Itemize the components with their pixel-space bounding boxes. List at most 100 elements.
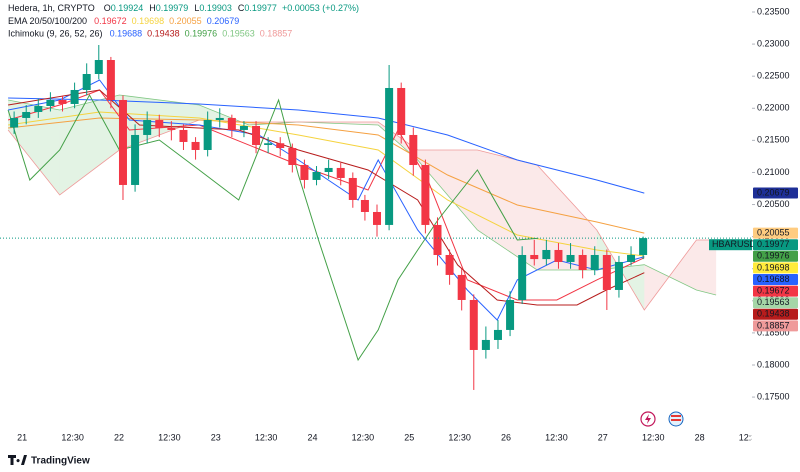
- x-tick-label: 23: [211, 432, 221, 442]
- candle-body: [252, 125, 261, 145]
- indicator-line: [8, 89, 645, 306]
- candle-body: [312, 172, 321, 180]
- candle-body: [10, 117, 19, 128]
- legend-symbol-line: Hedera, 1h, CRYPTO O0.19924 H0.19979 L0.199…: [8, 3, 359, 13]
- indicator-line: [8, 97, 645, 194]
- candle-body: [276, 143, 285, 148]
- candle-body: [118, 99, 127, 185]
- candle-body: [360, 199, 369, 212]
- candle-body: [82, 73, 91, 90]
- price-badge: [753, 285, 798, 297]
- x-tick-label: 12:30: [255, 432, 278, 442]
- price-badge-label: 0.19977: [757, 239, 790, 249]
- candle-body: [94, 60, 103, 74]
- candle-body: [421, 165, 430, 225]
- flag-stripe: [671, 415, 681, 417]
- candle-body: [493, 329, 502, 340]
- price-badge: [753, 273, 798, 285]
- cloud-span-a: [8, 94, 717, 296]
- x-tick-label: 26: [501, 432, 511, 442]
- candle-body: [590, 254, 599, 271]
- candle-body: [542, 249, 551, 260]
- cloud-fill: [696, 239, 717, 295]
- indicator-name: Ichimoku (9, 26, 52, 26): [8, 29, 103, 39]
- plot-area: 21 12:30 22 12:30 23 12:30 24 12:30 25 12:30 26 12:…: [0, 44, 762, 442]
- candle-body: [469, 299, 478, 350]
- candle-body: [179, 129, 188, 142]
- candle-body: [530, 254, 539, 260]
- x-tick-label: 12:30: [352, 432, 375, 442]
- candle-body: [566, 254, 575, 262]
- price-badge-label: 0.18857: [757, 320, 790, 330]
- x-tick-label: 24: [307, 432, 317, 442]
- x-tick-label: 12:30: [739, 432, 762, 442]
- brand-logo: [8, 455, 27, 465]
- price-badge: [753, 250, 798, 262]
- x-tick-label: 22: [114, 432, 124, 442]
- ohlc-key: O: [104, 3, 111, 13]
- candle-body: [167, 127, 176, 130]
- x-tick-label: 12:30: [642, 432, 665, 442]
- indicator-value: 0.18857: [260, 29, 293, 39]
- price-badge-label: 0.19563: [757, 297, 790, 307]
- cloud-fill: [537, 165, 597, 271]
- candle-body: [227, 117, 236, 130]
- candle-body: [385, 87, 394, 225]
- candle-body: [397, 87, 406, 135]
- price-badge-label: 0.19688: [757, 274, 790, 284]
- candle-body: [106, 60, 115, 100]
- candle-body: [34, 106, 43, 112]
- ohlc-key: H: [149, 3, 156, 13]
- price-badge: [753, 239, 798, 251]
- indicator-line: [7, 89, 645, 301]
- candle-body: [155, 120, 164, 128]
- candle-body: [58, 99, 67, 104]
- candle-body: [614, 261, 623, 290]
- candle-body: [409, 134, 418, 166]
- indicator-value: 0.19672: [94, 16, 127, 26]
- candle-body: [457, 274, 466, 300]
- ohlc-value: 0.19903: [199, 3, 232, 13]
- indicator-value: 0.19976: [185, 29, 218, 39]
- legend-indicator-line: Ichimoku (9, 26, 52, 26) 0.19688 0.19438 0.…: [8, 29, 292, 39]
- y-tick-label: 0.18500: [757, 327, 790, 337]
- candle-body: [348, 177, 357, 200]
- candle-body: [373, 211, 382, 225]
- candle-body: [264, 143, 273, 145]
- candle-body: [288, 147, 297, 166]
- price-badge: [753, 320, 798, 332]
- candle-body: [239, 125, 248, 130]
- indicator-name: EMA 20/50/100/200: [8, 16, 87, 26]
- y-tick-label: 0.18000: [757, 359, 790, 369]
- candle-body: [300, 165, 309, 180]
- candle-body: [215, 117, 224, 121]
- price-badge-label: 0.19672: [757, 285, 790, 295]
- symbol: Hedera, 1h, CRYPTO: [8, 3, 95, 13]
- price-badge: [753, 187, 798, 199]
- x-tick-label: 27: [598, 432, 608, 442]
- price-badge-label: 0.20679: [757, 187, 790, 197]
- y-tick-label: 0.22000: [757, 103, 790, 113]
- lightning-icon: [645, 414, 651, 424]
- x-tick-label: 12:30: [545, 432, 568, 442]
- flag-stripe: [671, 419, 681, 421]
- candle-body: [324, 167, 333, 172]
- candle-body: [191, 141, 200, 150]
- price-badge-label: 0.19438: [757, 309, 790, 319]
- candle-body: [336, 167, 345, 178]
- candle-body: [203, 120, 212, 150]
- price-badge-label: 0.19976: [757, 251, 790, 261]
- indicator-value: 0.19438: [147, 29, 180, 39]
- x-tick-label: 12:30: [61, 432, 84, 442]
- brand: TradingView: [8, 455, 90, 467]
- x-tick-label: 21: [17, 432, 27, 442]
- candle-body: [518, 254, 527, 300]
- indicator-value: 0.19698: [132, 16, 165, 26]
- price-badge: [753, 297, 798, 309]
- price-axis: 0.23500 0.23000 0.22500 0.22000 0.21500 0.210…: [709, 6, 798, 401]
- price-badge: [753, 227, 798, 239]
- legend-indicator-line: EMA 20/50/100/200 0.19672 0.19698 0.20055 0.…: [8, 16, 239, 26]
